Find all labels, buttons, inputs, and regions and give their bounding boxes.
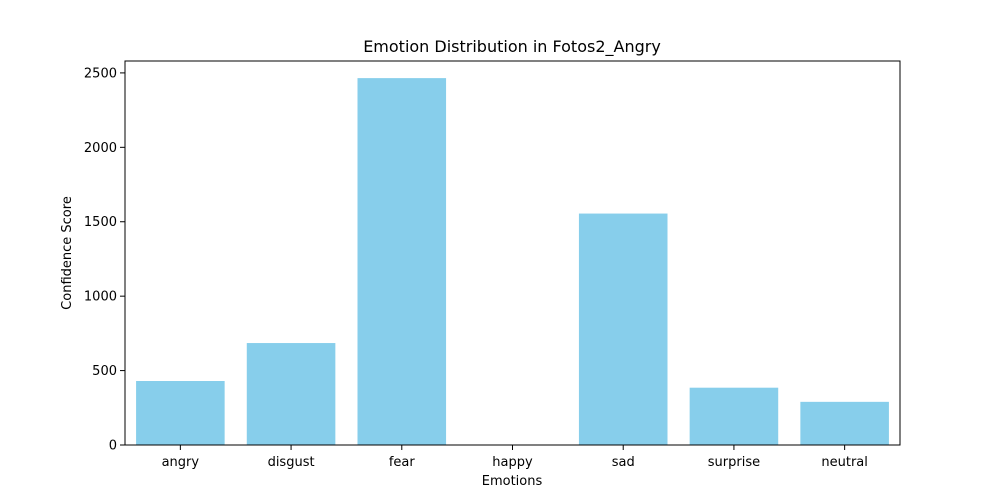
y-tick-label: 0 — [109, 439, 117, 454]
bar-sad — [578, 213, 668, 445]
x-tick-label: fear — [389, 455, 416, 470]
y-tick-label: 2500 — [84, 66, 117, 81]
bar-neutral — [800, 401, 889, 445]
y-tick-label: 2000 — [84, 141, 117, 156]
x-tick-label: sad — [612, 455, 635, 470]
plot-frame — [124, 60, 901, 446]
chart-title: Emotion Distribution in Fotos2_Angry — [363, 37, 661, 57]
y-axis-label: Confidence Score — [60, 196, 75, 310]
x-tick-label: happy — [492, 455, 533, 470]
plot-area: 0 500 1000 1500 2000 2500 angry disgust fear happ… — [84, 60, 901, 470]
x-tick-label: neutral — [821, 455, 868, 470]
x-tick-label: surprise — [708, 455, 760, 470]
bar-angry — [136, 381, 225, 445]
y-tick-label: 500 — [92, 364, 117, 379]
y-tick-label: 1000 — [84, 290, 117, 305]
x-tick-label: angry — [162, 455, 200, 470]
x-tick-label: disgust — [268, 455, 315, 470]
bar-disgust — [246, 343, 336, 445]
y-tick-label: 1500 — [84, 215, 117, 230]
bar-fear — [357, 78, 447, 446]
x-axis-label: Emotions — [482, 474, 543, 489]
bar-surprise — [689, 387, 779, 445]
